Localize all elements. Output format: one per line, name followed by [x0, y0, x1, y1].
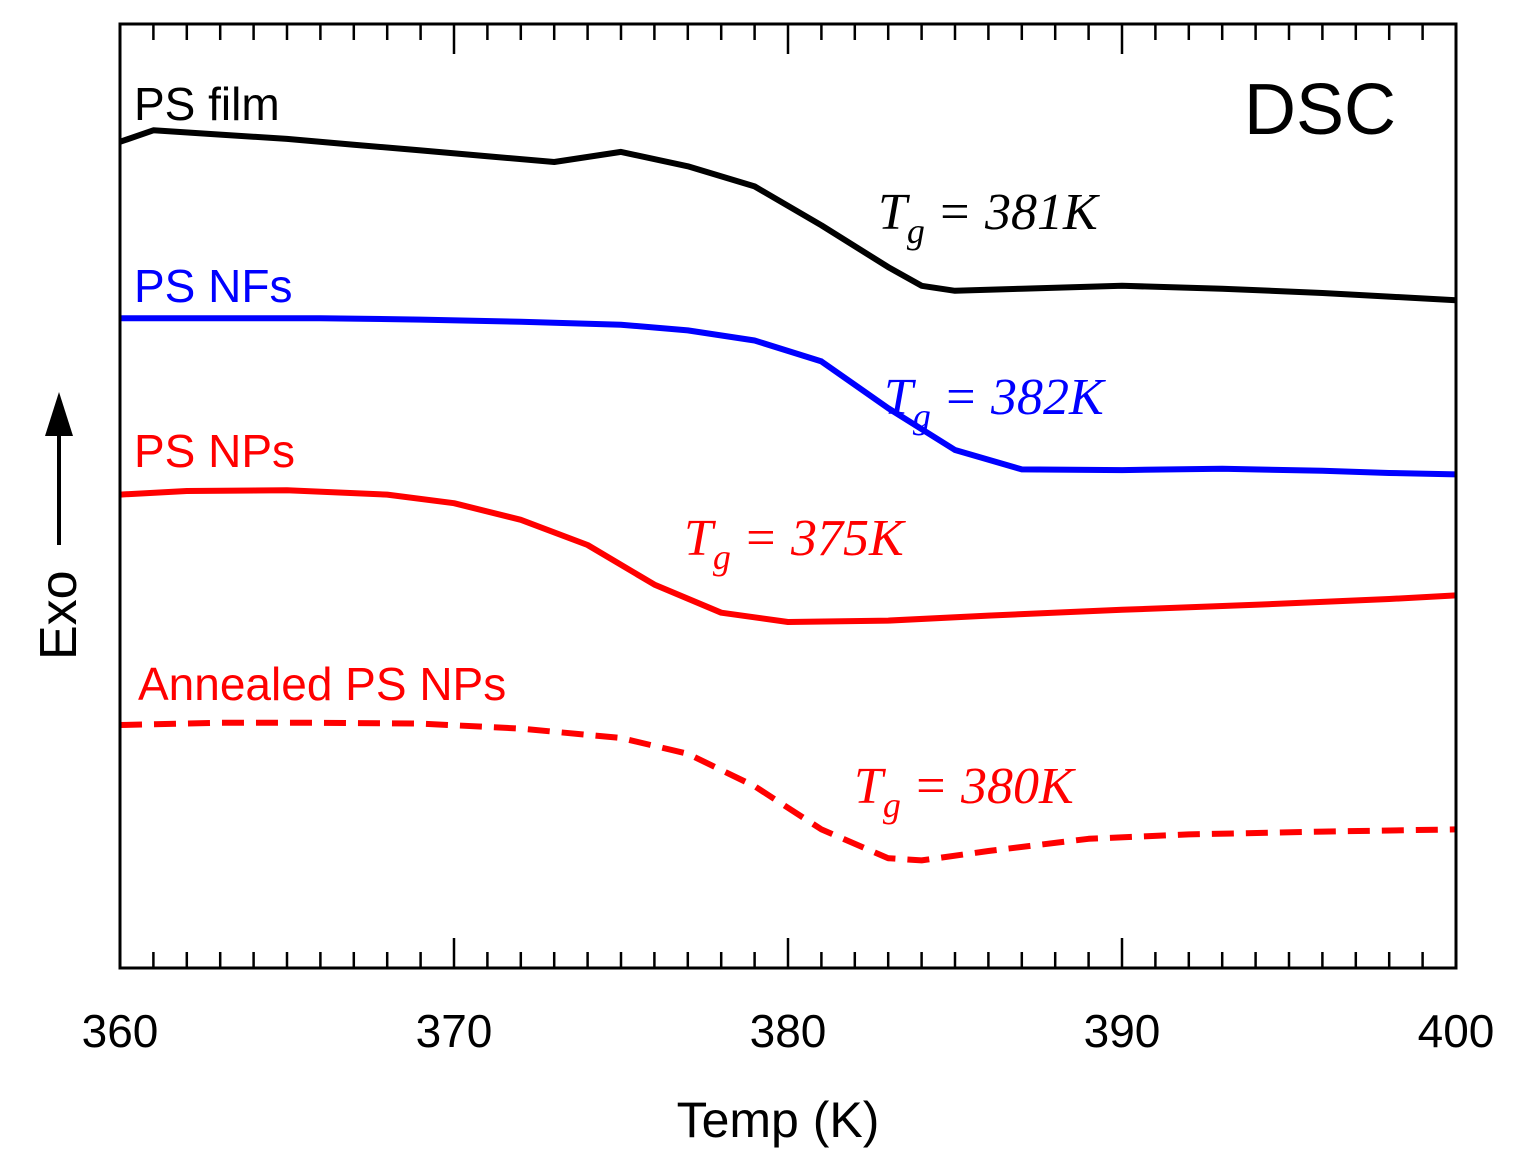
y-axis-title-group: Exo [30, 392, 88, 660]
tg-value: = 380K [913, 758, 1076, 815]
tg-value: = 382K [943, 369, 1106, 426]
panel-label: DSC [1244, 70, 1396, 150]
y-axis-arrow-icon [45, 392, 73, 545]
series-line [120, 315, 1457, 478]
x-axis-ticks: 360 370 380 390 400 [82, 24, 1495, 1057]
tg-annotation: Tg = 375K [684, 510, 906, 577]
x-axis-title: Temp (K) [677, 1092, 880, 1148]
series-label: PS NPs [134, 425, 295, 477]
plot-area: PS film Tg = 381K PS NFs Tg = 382K PS NPs Tg = 3… [119, 78, 1457, 864]
tg-symbol: T [884, 369, 916, 426]
tg-annotation: Tg = 380K [854, 758, 1076, 825]
series-label: PS film [134, 78, 280, 130]
tg-subscript: g [907, 211, 925, 251]
x-tick-label: 390 [1084, 1005, 1161, 1057]
plot-frame [118, 22, 1458, 970]
tg-symbol: T [878, 184, 910, 241]
tg-value: = 381K [937, 184, 1100, 241]
tg-symbol: T [684, 510, 716, 567]
x-tick-label: 380 [750, 1005, 827, 1057]
x-tick-label: 400 [1418, 1005, 1495, 1057]
x-tick-label: 370 [416, 1005, 493, 1057]
x-tick-label: 360 [82, 1005, 159, 1057]
series-line [119, 127, 1457, 304]
tg-value: = 375K [743, 510, 906, 567]
tg-subscript: g [913, 396, 931, 436]
series-label: Annealed PS NPs [138, 658, 506, 710]
tg-annotation: Tg = 381K [878, 184, 1100, 251]
tg-subscript: g [713, 537, 731, 577]
series-line [119, 719, 1457, 864]
series-line [119, 487, 1457, 625]
series-label: PS NFs [134, 260, 292, 312]
y-axis-title: Exo [30, 570, 88, 660]
tg-annotation: Tg = 382K [884, 369, 1106, 436]
tg-subscript: g [883, 785, 901, 825]
tg-symbol: T [854, 758, 886, 815]
